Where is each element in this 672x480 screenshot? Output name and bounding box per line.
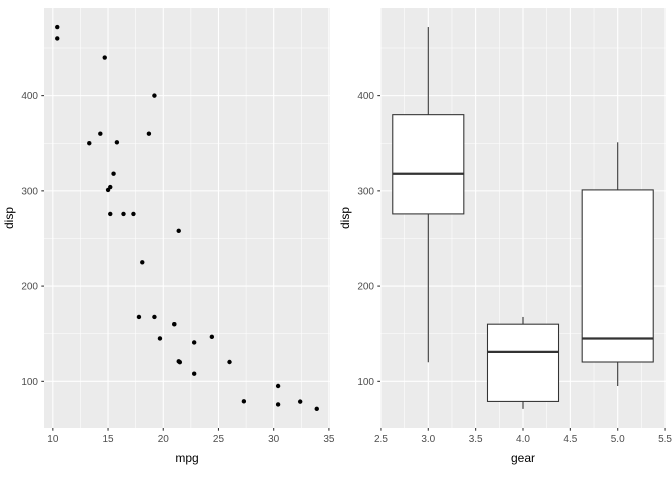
data-point xyxy=(275,383,281,389)
y-tick-label: 100 xyxy=(21,377,38,388)
x-tick-label: 30 xyxy=(268,434,280,445)
box xyxy=(486,323,560,402)
data-point xyxy=(209,334,215,340)
data-point xyxy=(136,314,142,320)
y-tick-label: 200 xyxy=(21,282,38,293)
y-tick-label: 400 xyxy=(357,91,374,102)
data-point xyxy=(227,359,232,365)
data-point xyxy=(55,36,60,41)
data-point xyxy=(152,93,157,98)
data-point xyxy=(105,187,111,193)
y-tick-label: 300 xyxy=(357,186,374,197)
boxplot-disp-by-gear: 2.5 3.0 3.5 4.0 4.5 5.0 5.5 100 200 300 400 gear dis… xyxy=(336,0,672,480)
y-tick-label: 100 xyxy=(357,377,374,388)
data-point xyxy=(172,321,177,327)
data-point xyxy=(191,371,197,376)
data-point xyxy=(275,402,281,407)
y-tick-label: 300 xyxy=(21,186,38,197)
x-tick-label: 4.0 xyxy=(516,434,530,445)
x-axis-title: gear xyxy=(511,451,535,465)
data-point xyxy=(98,131,103,136)
data-point xyxy=(176,359,181,364)
data-point xyxy=(191,340,197,345)
x-tick-label: 10 xyxy=(47,434,59,445)
panel-background xyxy=(44,8,330,428)
data-point xyxy=(108,211,113,217)
data-point xyxy=(297,399,303,404)
box xyxy=(581,189,654,363)
scatter-plot-canvas: 10 15 20 25 30 35 100 200 300 400 mpg disp xyxy=(2,8,335,465)
x-tick-label: 15 xyxy=(102,434,114,445)
x-tick-label: 20 xyxy=(158,434,170,445)
x-tick-label: 4.5 xyxy=(563,434,577,445)
data-point xyxy=(157,336,163,341)
data-point xyxy=(102,55,107,60)
x-tick-label: 35 xyxy=(323,434,335,445)
data-point xyxy=(121,211,126,217)
x-axis-title: mpg xyxy=(175,451,198,465)
data-point xyxy=(114,140,120,145)
boxplot-canvas: 2.5 3.0 3.5 4.0 4.5 5.0 5.5 100 200 300 400 gear dis… xyxy=(338,8,672,465)
box xyxy=(392,114,465,215)
y-axis-title: disp xyxy=(338,207,352,229)
x-tick-label: 5.0 xyxy=(611,434,625,445)
data-point xyxy=(176,228,181,234)
x-tick-label: 5.5 xyxy=(658,434,672,445)
data-point xyxy=(111,171,116,176)
y-tick-label: 400 xyxy=(21,91,38,102)
data-point xyxy=(140,260,145,265)
data-point xyxy=(131,211,136,217)
x-tick-label: 3.0 xyxy=(421,434,435,445)
scatter-plot-disp-vs-mpg: 10 15 20 25 30 35 100 200 300 400 mpg disp xyxy=(2,8,335,465)
x-tick-label: 3.5 xyxy=(469,434,483,445)
data-point xyxy=(87,141,92,146)
data-point xyxy=(241,399,247,404)
data-point xyxy=(55,24,60,30)
y-tick-label: 200 xyxy=(357,282,374,293)
y-axis-title: disp xyxy=(2,207,16,229)
data-point xyxy=(152,314,157,320)
x-tick-label: 25 xyxy=(213,434,225,445)
data-point xyxy=(146,131,152,136)
data-point xyxy=(314,406,319,412)
x-tick-label: 2.5 xyxy=(374,434,388,445)
